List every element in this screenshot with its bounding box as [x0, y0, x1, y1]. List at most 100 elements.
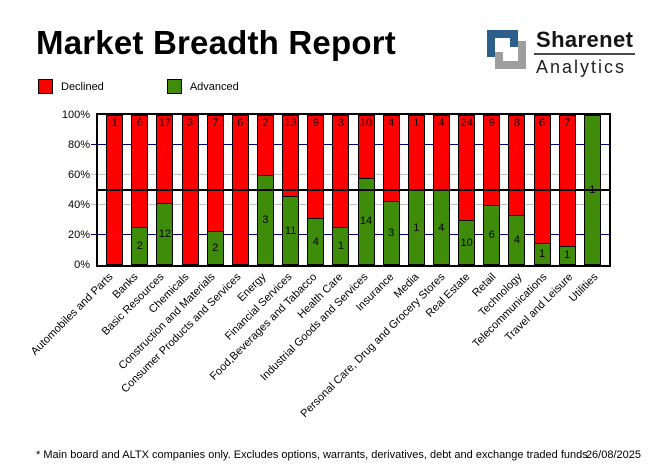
x-axis-label-real-estate: Real Estate: [424, 271, 473, 320]
x-axis-label-chemicals: Chemicals: [147, 271, 192, 316]
advanced-segment: 4: [308, 218, 324, 264]
x-axis-label-media: Media: [392, 271, 422, 301]
advanced-segment: 6: [484, 204, 500, 264]
advanced-value-label: 6: [488, 228, 495, 241]
advanced-segment: 3: [383, 200, 399, 264]
x-axis-label-automobiles-and-parts: Automobiles and Parts: [28, 271, 116, 358]
x-axis-label-insurance: Insurance: [353, 271, 397, 314]
advanced-segment: 1: [333, 227, 349, 264]
declined-segment: [257, 116, 273, 176]
advanced-value-label: 4: [513, 233, 520, 246]
declined-segment: [509, 116, 525, 215]
legend-item-advanced: Advanced: [166, 79, 239, 94]
advanced-value-label: 4: [312, 235, 319, 248]
declined-value-label: 13: [284, 117, 297, 129]
y-tick-label-20: 20%: [67, 229, 90, 241]
advanced-value-label: 12: [158, 227, 172, 240]
x-axis-label-industrial-goods-and-services: Industrial Goods and Services: [258, 271, 371, 384]
declined-value-label: 3: [187, 117, 194, 129]
declined-value-label: 2: [262, 117, 269, 129]
x-axis-label-basic-resources: Basic Resources: [99, 271, 167, 338]
declined-value-label: 1: [111, 117, 118, 129]
declined-value-label: 6: [237, 117, 244, 129]
advanced-value-label: 1: [337, 240, 344, 252]
advanced-color-swatch: [166, 79, 182, 94]
declined-segment: [207, 116, 223, 232]
declined-segment: [559, 116, 575, 246]
page-title: Market Breadth Report: [36, 24, 396, 61]
advanced-segment: 12: [157, 202, 173, 264]
declined-segment: [383, 116, 399, 201]
y-tick-label-40: 40%: [67, 199, 90, 211]
y-tick-mark-20: [91, 234, 96, 235]
declined-value-label: 17: [158, 117, 172, 129]
advanced-value-label: 1: [538, 247, 546, 260]
logo-text: Sharenet Analytics: [534, 29, 636, 77]
advanced-segment: 14: [358, 177, 374, 264]
y-tick-label-80: 80%: [67, 139, 90, 151]
x-axis-label-energy: Energy: [235, 271, 269, 305]
advanced-segment: 2: [207, 231, 223, 264]
advanced-segment: 4: [433, 190, 449, 264]
declined-segment: [157, 116, 173, 203]
declined-segment: [433, 116, 449, 190]
declined-segment: [308, 116, 324, 219]
declined-value-label: 7: [212, 117, 219, 129]
gridline-20: [98, 234, 609, 235]
declined-segment: [484, 116, 500, 205]
advanced-segment: 1: [559, 245, 575, 264]
advanced-value-label: 1: [413, 221, 420, 234]
advanced-value-label: 10: [460, 236, 473, 249]
declined-segment: [283, 116, 299, 197]
advanced-value-label: 1: [564, 249, 571, 262]
advanced-value-label: 4: [438, 221, 445, 234]
declined-segment: [459, 116, 475, 221]
legend-label-declined: Declined: [61, 80, 104, 93]
advanced-value-label: 11: [284, 224, 297, 237]
logo-division: Analytics: [536, 57, 627, 77]
sharenet-square-s-icon: [486, 29, 527, 75]
x-axis-label-health-care: Health Care: [295, 271, 346, 321]
declined-value-label: 6: [538, 117, 546, 129]
y-tick-label-0: 0%: [74, 259, 90, 271]
footnote: * Main board and ALTX companies only. Ex…: [36, 449, 588, 461]
declined-value-label: 10: [359, 117, 373, 129]
advanced-segment: 2: [132, 227, 148, 264]
declined-value-label: 6: [136, 117, 143, 129]
plot-area: 1 2 6 12 17 3 2 7 6 3 2 11 13 4 9 1 3 14 10 3 4 1 1 4 4 10 24 6 9 4 8 1…: [96, 113, 611, 267]
x-axis-label-retail: Retail: [470, 271, 499, 300]
advanced-value-label: 3: [388, 226, 395, 239]
report-date: 26/08/2025: [585, 449, 641, 461]
declined-value-label: 4: [388, 117, 395, 129]
x-axis-label-food-beverages-and-tabacco: Food,Beverages and Tabacco: [207, 271, 320, 383]
legend-label-advanced: Advanced: [189, 80, 239, 93]
x-axis-label-financial-services: Financial Services: [222, 271, 295, 343]
declined-color-swatch: [38, 79, 53, 94]
x-axis-label-personal-care-drug-and-grocery-stores: Personal Care, Drug and Grocery Stores: [298, 271, 448, 420]
gridline-40: [98, 204, 609, 205]
declined-value-label: 9: [312, 117, 319, 129]
advanced-value-label: 14: [359, 215, 373, 228]
fifty-percent-reference-line: [98, 189, 609, 191]
declined-segment: [358, 116, 374, 178]
x-axis-label-consumer-products-and-services: Consumer Products and Services: [118, 271, 244, 396]
sharenet-logo: Sharenet Analytics: [486, 29, 636, 77]
declined-value-label: 4: [438, 117, 445, 129]
x-axis-label-banks: Banks: [110, 271, 141, 302]
legend-item-declined: Declined: [38, 79, 104, 94]
advanced-segment: 10: [459, 220, 475, 264]
declined-value-label: 3: [337, 117, 344, 129]
x-axis-label-utilities: Utilities: [567, 271, 601, 305]
declined-value-label: 24: [460, 117, 473, 129]
advanced-value-label: 3: [262, 214, 269, 227]
advanced-value-label: 2: [212, 242, 219, 255]
declined-value-label: 1: [413, 117, 420, 129]
legend: Declined Advanced: [38, 79, 239, 94]
declined-value-label: 9: [488, 117, 495, 129]
